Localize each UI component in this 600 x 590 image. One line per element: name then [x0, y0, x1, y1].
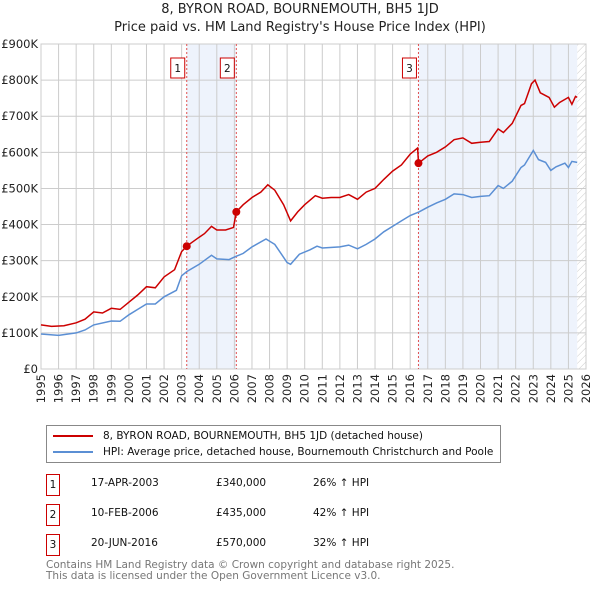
x-tick-label: 2014 [368, 374, 382, 403]
x-tick-label: 2001 [139, 374, 153, 403]
marker-badge: 3 [46, 534, 60, 556]
marker-badge: 2 [46, 504, 60, 526]
x-tick-label: 2006 [227, 374, 241, 403]
y-tick-label: £900K [1, 37, 38, 51]
sale-point [232, 207, 241, 216]
sale-badge-label: 2 [224, 63, 231, 75]
x-tick-label: 2023 [526, 374, 540, 403]
x-tick-label: 1998 [87, 374, 101, 403]
x-tick-label: 2026 [579, 374, 593, 403]
sale-point [182, 242, 191, 251]
footer-licence: This data is licensed under the Open Gov… [46, 570, 381, 582]
x-tick-label: 1996 [52, 374, 66, 403]
y-tick-label: £600K [1, 145, 38, 159]
x-tick-label: 1995 [34, 374, 48, 403]
chart-title: 8, BYRON ROAD, BOURNEMOUTH, BH5 1JD [161, 2, 439, 17]
x-tick-label: 2016 [403, 374, 417, 403]
x-tick-label: 2012 [333, 374, 347, 403]
date: 17-APR-2003 [91, 477, 159, 489]
footer-copyright: Contains HM Land Registry data © Crown c… [46, 559, 455, 571]
sale-badge-box [170, 57, 186, 79]
sale-badge-label: 3 [406, 63, 413, 75]
x-tick-label: 2007 [245, 374, 259, 403]
y-tick-label: £500K [1, 181, 38, 195]
sale-badge-box [219, 57, 235, 79]
hpi-change: 42% ↑ HPI [313, 507, 370, 519]
chart-subtitle: Price paid vs. HM Land Registry's House … [114, 20, 486, 35]
legend-line-blue [53, 451, 93, 453]
legend-line-red [53, 435, 93, 437]
x-tick-label: 2013 [350, 374, 364, 403]
price: £570,000 [216, 537, 267, 549]
date: 10-FEB-2006 [91, 507, 159, 519]
y-tick-label: £200K [1, 290, 38, 304]
x-tick-label: 2008 [263, 374, 277, 403]
marker-badge: 1 [46, 474, 60, 496]
sale-point [414, 159, 423, 168]
x-tick-label: 2019 [456, 374, 470, 403]
shaded-region [186, 44, 237, 369]
x-tick-label: 2018 [438, 374, 452, 403]
x-tick-label: 2022 [509, 374, 523, 403]
y-tick-label: £800K [1, 73, 38, 87]
x-tick-label: 2017 [421, 374, 435, 403]
series-line [40, 149, 578, 337]
y-tick-label: £300K [1, 254, 38, 268]
forecast-hatch [577, 44, 586, 369]
x-tick-label: 2021 [491, 374, 505, 403]
x-tick-label: 2011 [315, 374, 329, 403]
x-tick-label: 2004 [192, 374, 206, 403]
price: £340,000 [216, 477, 267, 489]
legend: 8, BYRON ROAD, BOURNEMOUTH, BH5 1JD (det… [46, 425, 501, 463]
x-tick-label: 2002 [157, 374, 171, 403]
legend-label: 8, BYRON ROAD, BOURNEMOUTH, BH5 1JD (det… [103, 430, 423, 442]
hpi-change: 32% ↑ HPI [313, 537, 370, 549]
price: £435,000 [216, 507, 267, 519]
x-tick-label: 2000 [122, 374, 136, 403]
price-chart: 1995 1996 1997 1998 1999 2000 2001 2002 2003 2004… [1, 37, 593, 403]
sale-badge-box [401, 57, 417, 79]
series-line [40, 78, 578, 328]
y-tick-label: £700K [1, 109, 38, 123]
x-tick-label: 2005 [210, 374, 224, 403]
legend-label: HPI: Average price, detached house, Bour… [103, 446, 494, 458]
y-tick-label: £0 [23, 362, 38, 376]
x-tick-label: 2009 [280, 374, 294, 403]
x-tick-label: 2020 [474, 374, 488, 403]
hpi-change: 26% ↑ HPI [313, 477, 370, 489]
legend-item-hpi: HPI: Average price, detached house, Bour… [53, 444, 493, 460]
sale-badge-label: 1 [174, 63, 181, 75]
x-tick-label: 2010 [298, 374, 312, 403]
plot-border [40, 43, 587, 370]
x-tick-label: 2015 [386, 374, 400, 403]
y-tick-label: £100K [1, 326, 38, 340]
x-tick-label: 1997 [69, 374, 83, 403]
x-tick-label: 2025 [561, 374, 575, 403]
x-tick-label: 1999 [104, 374, 118, 403]
y-tick-label: £400K [1, 218, 38, 232]
date: 20-JUN-2016 [91, 537, 158, 549]
x-tick-label: 2024 [544, 374, 558, 403]
legend-item-property: 8, BYRON ROAD, BOURNEMOUTH, BH5 1JD (det… [53, 428, 423, 444]
x-tick-label: 2003 [175, 374, 189, 403]
